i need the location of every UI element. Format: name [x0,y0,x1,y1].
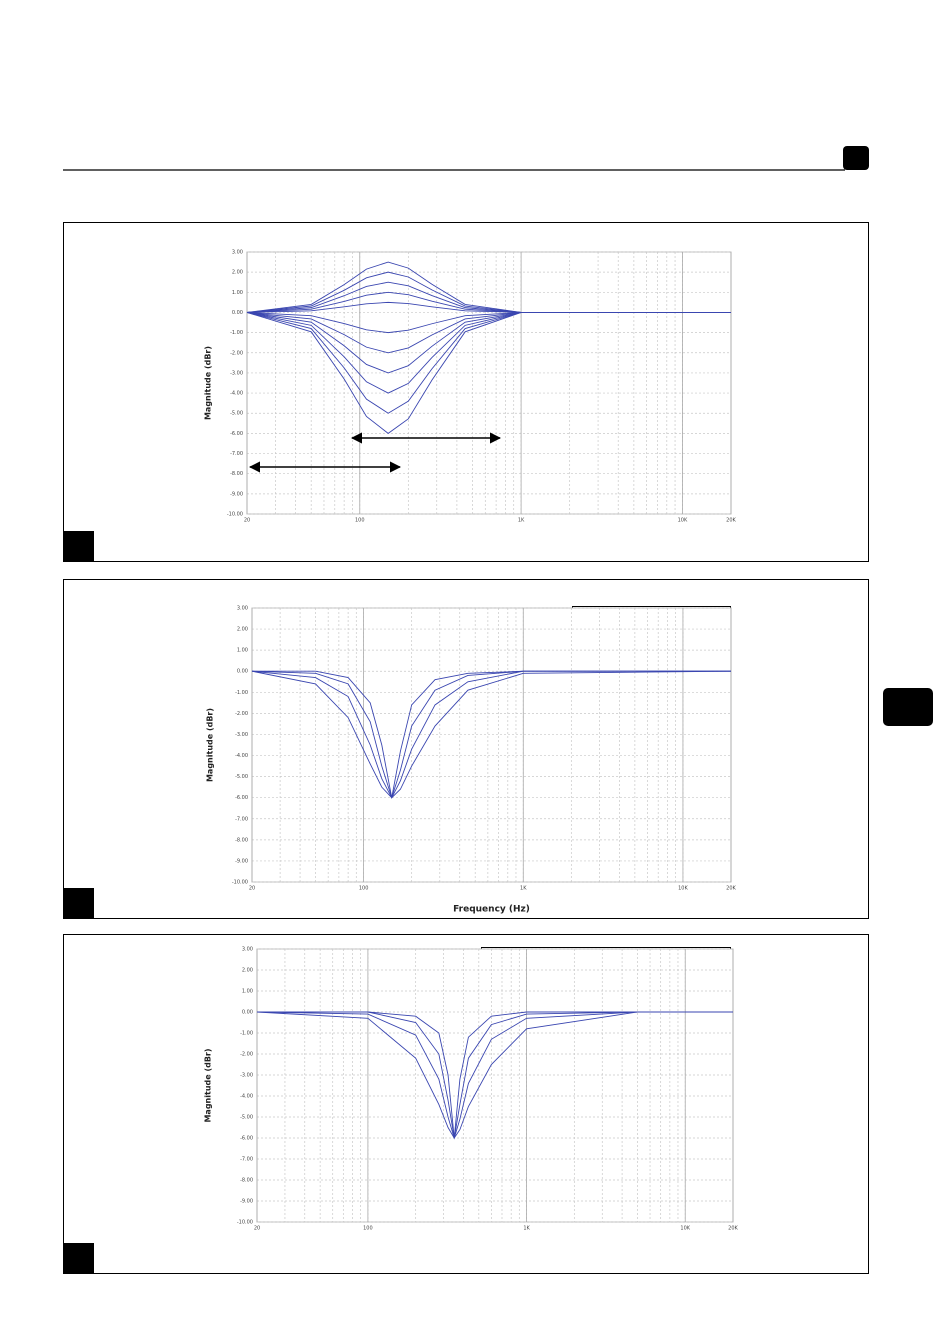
y-tick-label: -6.00 [230,431,243,437]
y-tick-label: -9.00 [240,1199,253,1205]
charts: 3.00 2.00 1.00 0.00 -1.00 -2.00 -3.00 -4.00 -5.0… [204,250,739,1232]
y-tick-label: 3.00 [237,606,248,612]
y-tick-label: 3.00 [232,250,243,256]
y-tick-label: -4.00 [235,753,248,759]
y-tick-label: 2.00 [232,270,243,276]
figure-frame [63,934,869,1274]
y-tick-label: -1.00 [235,690,248,696]
x-tick-label: 20 [244,518,250,524]
curve [252,670,731,798]
y-tick-label: 3.00 [242,947,253,953]
y-tick-label: -2.00 [235,711,248,717]
y-tick-label: -2.00 [230,350,243,356]
y-tick-label: -3.00 [230,370,243,376]
y-axis-label: Magnitude (dBr) [204,1048,213,1122]
y-tick-label: 1.00 [232,290,243,296]
y-tick-label: -3.00 [240,1073,253,1079]
y-tick-label: -5.00 [230,411,243,417]
y-tick-label: -3.00 [235,732,248,738]
y-tick-label: -2.00 [240,1052,253,1058]
x-tick-label: 20 [249,886,255,892]
x-tick-label: 10K [678,886,688,892]
y-tick-label: -9.00 [235,858,248,864]
curve [257,1011,733,1139]
y-axis-label: Magnitude (dBr) [206,708,215,782]
curve [251,670,731,799]
curve [246,281,731,313]
y-tick-label: 0.00 [232,310,243,316]
curve [246,271,731,313]
x-tick-label: 20K [726,518,736,524]
x-tick-label: 100 [359,886,369,892]
x-tick-label: 100 [355,518,365,524]
y-tick-label: -10.00 [232,880,248,886]
y-tick-label: -4.00 [240,1094,253,1100]
curve [256,1011,733,1140]
x-tick-label: 20K [726,886,736,892]
curve [246,301,731,313]
curve [246,312,731,414]
y-tick-label: -4.00 [230,391,243,397]
x-tick-label: 1K [520,886,527,892]
y-tick-label: -7.00 [235,816,248,822]
x-tick-label: 1K [523,1226,530,1232]
figure-frame [63,579,869,919]
y-tick-label: -5.00 [235,774,248,780]
y-tick-label: -7.00 [230,451,243,457]
y-tick-label: -8.00 [240,1178,253,1184]
curve [246,312,731,334]
side-tab [883,688,933,726]
x-tick-label: 100 [363,1226,373,1232]
curve [246,312,731,394]
x-tick-label: 10K [678,518,688,524]
y-tick-label: 1.00 [237,648,248,654]
y-tick-label: -9.00 [230,491,243,497]
figure-number-box [63,888,94,918]
y-tick-label: -10.00 [227,512,243,518]
y-tick-label: 0.00 [237,669,248,675]
plot-area [256,948,734,1223]
y-tick-label: 2.00 [242,968,253,974]
x-tick-label: 10K [680,1226,690,1232]
y-tick-label: -1.00 [230,330,243,336]
y-tick-label: -8.00 [230,471,243,477]
curve [246,312,731,434]
plot-area [246,251,732,515]
y-tick-label: -7.00 [240,1157,253,1163]
x-tick-label: 20K [728,1226,738,1232]
curve [251,670,731,800]
x-tick-label: 1K [518,518,525,524]
y-tick-label: -5.00 [240,1115,253,1121]
curve [256,1011,733,1139]
plot-area [251,607,732,883]
figure-number-box [63,1243,94,1273]
figure-number-box [63,531,94,561]
figure-frame [63,222,869,562]
y-tick-label: -6.00 [240,1136,253,1142]
y-tick-label: -8.00 [235,837,248,843]
chapter-marker [843,146,869,170]
y-tick-label: -1.00 [240,1031,253,1037]
y-tick-label: -6.00 [235,795,248,801]
curve [246,312,731,354]
x-axis-label: Frequency (Hz) [453,905,530,915]
y-tick-label: 2.00 [237,627,248,633]
curve [246,261,731,313]
curve [246,291,731,313]
curve [251,670,732,799]
curve [246,312,731,374]
x-tick-label: 20 [254,1226,260,1232]
y-tick-label: 0.00 [242,1010,253,1016]
y-axis-label: Magnitude (dBr) [204,346,213,420]
y-tick-label: -10.00 [237,1220,253,1226]
y-tick-label: 1.00 [242,989,253,995]
curve [257,1011,733,1139]
